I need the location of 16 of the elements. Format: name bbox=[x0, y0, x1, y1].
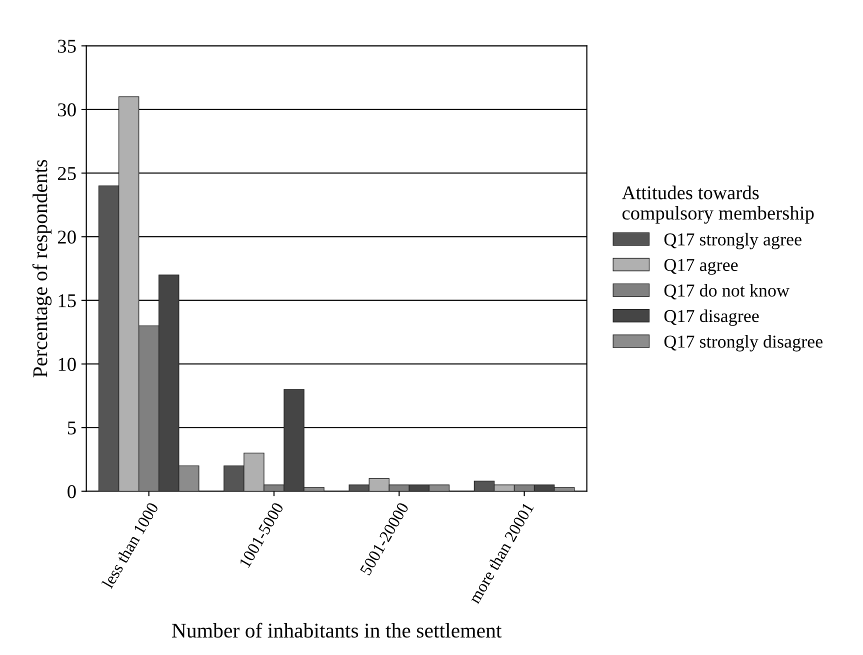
legend-label: Q17 disagree bbox=[664, 309, 759, 326]
y-axis-title: Percentage of respondents bbox=[32, 160, 52, 378]
legend-title: Attitudes towards compulsory membership bbox=[622, 186, 814, 224]
legend-label: Q17 strongly agree bbox=[664, 232, 802, 250]
legend-label: Q17 agree bbox=[664, 258, 738, 275]
y-tick-label: 15 bbox=[58, 294, 76, 308]
y-tick-label: 0 bbox=[68, 485, 76, 498]
y-tick-label: 35 bbox=[58, 40, 76, 53]
y-tick-label: 20 bbox=[58, 230, 76, 244]
x-axis-title: Number of inhabitants in the settlement bbox=[172, 622, 502, 638]
y-tick-label: 30 bbox=[58, 103, 76, 116]
legend-label: Q17 do not know bbox=[664, 284, 790, 300]
y-tick-label: 5 bbox=[68, 422, 76, 435]
y-tick-label: 10 bbox=[58, 358, 76, 371]
y-tick-label: 25 bbox=[58, 166, 76, 180]
legend-label: Q17 strongly disagree bbox=[664, 335, 822, 352]
